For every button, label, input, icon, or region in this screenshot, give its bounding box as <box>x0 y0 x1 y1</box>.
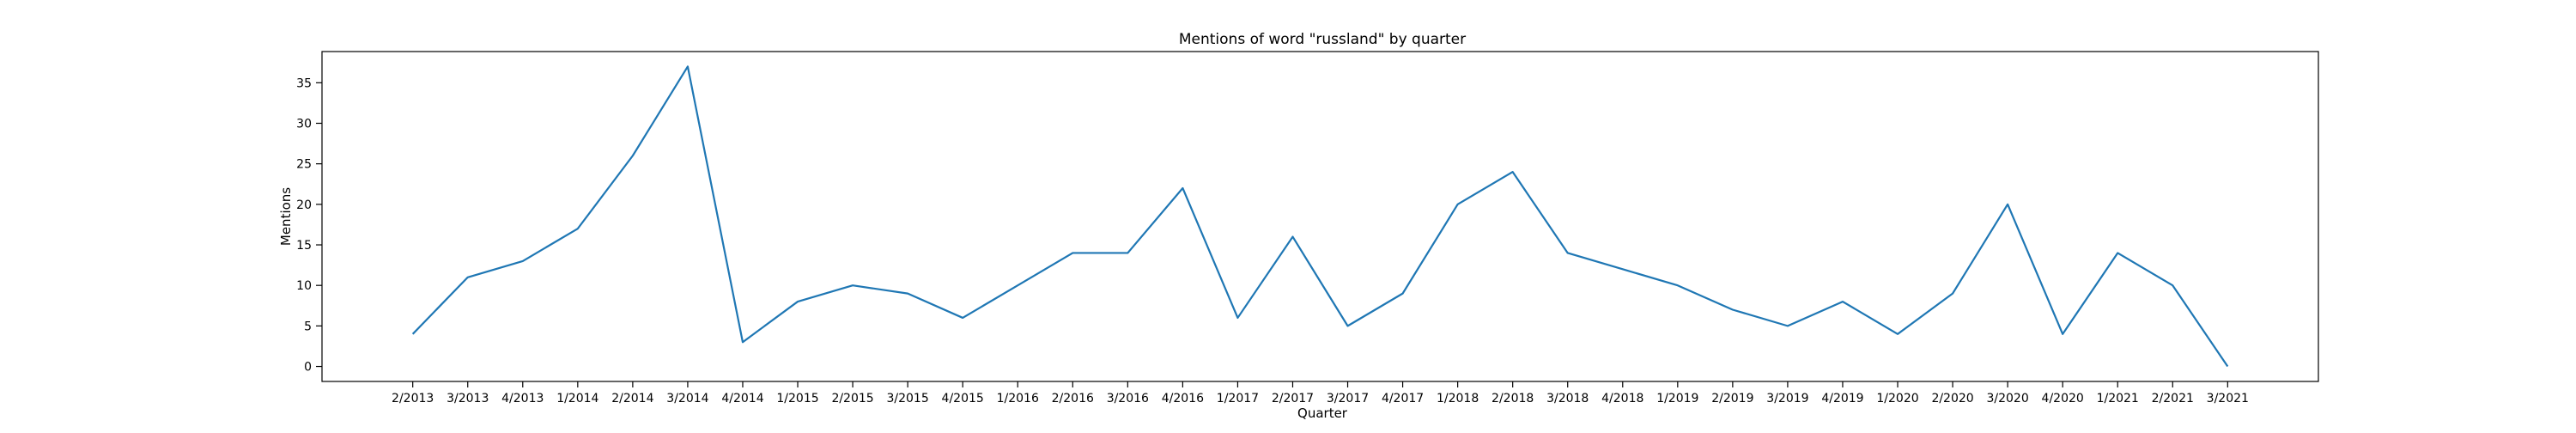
x-tick-label: 3/2017 <box>1327 392 1369 406</box>
x-tick-label: 3/2013 <box>447 392 489 406</box>
x-tick-label: 4/2018 <box>1601 392 1643 406</box>
y-tick-label: 20 <box>296 198 312 212</box>
y-tick-label: 35 <box>296 76 312 90</box>
y-tick-label: 25 <box>296 158 312 172</box>
chart-title: Mentions of word "russland" by quarter <box>1179 31 1466 48</box>
y-tick-label: 15 <box>296 239 312 253</box>
x-tick-label: 3/2015 <box>886 392 928 406</box>
x-tick-label: 4/2019 <box>1821 392 1863 406</box>
x-tick-label: 4/2014 <box>721 392 763 406</box>
x-tick-label: 2/2020 <box>1931 392 1973 406</box>
x-tick-label: 4/2013 <box>501 392 544 406</box>
y-tick-label: 30 <box>296 117 312 131</box>
x-tick-label: 3/2019 <box>1766 392 1808 406</box>
x-tick-label: 1/2017 <box>1217 392 1259 406</box>
y-axis-label: Mentions <box>278 187 294 246</box>
x-tick-label: 3/2021 <box>2207 392 2249 406</box>
x-tick-label: 1/2019 <box>1656 392 1698 406</box>
x-tick-label: 2/2019 <box>1711 392 1753 406</box>
x-tick-label: 2/2013 <box>392 392 434 406</box>
x-tick-label: 3/2016 <box>1107 392 1149 406</box>
x-tick-label: 2/2016 <box>1052 392 1094 406</box>
x-axis: 2/2013 3/2013 4/2013 1/2014 2/2014 3/2014 4/20… <box>392 381 2249 406</box>
x-tick-label: 2/2021 <box>2152 392 2194 406</box>
x-tick-label: 1/2020 <box>1876 392 1918 406</box>
x-tick-label: 2/2018 <box>1492 392 1534 406</box>
x-tick-label: 1/2014 <box>556 392 598 406</box>
x-tick-label: 3/2020 <box>1986 392 2028 406</box>
x-tick-label: 3/2014 <box>666 392 708 406</box>
x-tick-label: 1/2018 <box>1437 392 1479 406</box>
plot-area-frame <box>321 51 2319 382</box>
x-tick-label: 4/2020 <box>2042 392 2084 406</box>
x-tick-label: 2/2014 <box>611 392 653 406</box>
x-tick-label: 4/2015 <box>942 392 984 406</box>
y-tick-label: 0 <box>304 361 312 375</box>
y-tick-label: 10 <box>296 279 312 293</box>
x-tick-label: 1/2021 <box>2097 392 2139 406</box>
x-tick-label: 4/2017 <box>1382 392 1424 406</box>
x-tick-label: 4/2016 <box>1162 392 1204 406</box>
y-axis: 0 5 10 15 20 25 30 35 <box>296 76 322 375</box>
x-tick-label: 1/2015 <box>776 392 818 406</box>
x-tick-label: 1/2016 <box>997 392 1039 406</box>
series-line <box>411 65 2229 368</box>
x-tick-label: 3/2018 <box>1546 392 1589 406</box>
series-group <box>411 65 2229 368</box>
x-tick-label: 2/2017 <box>1272 392 1314 406</box>
x-axis-label: Quarter <box>1297 406 1348 421</box>
x-tick-label: 2/2015 <box>831 392 873 406</box>
y-tick-label: 5 <box>304 320 312 333</box>
